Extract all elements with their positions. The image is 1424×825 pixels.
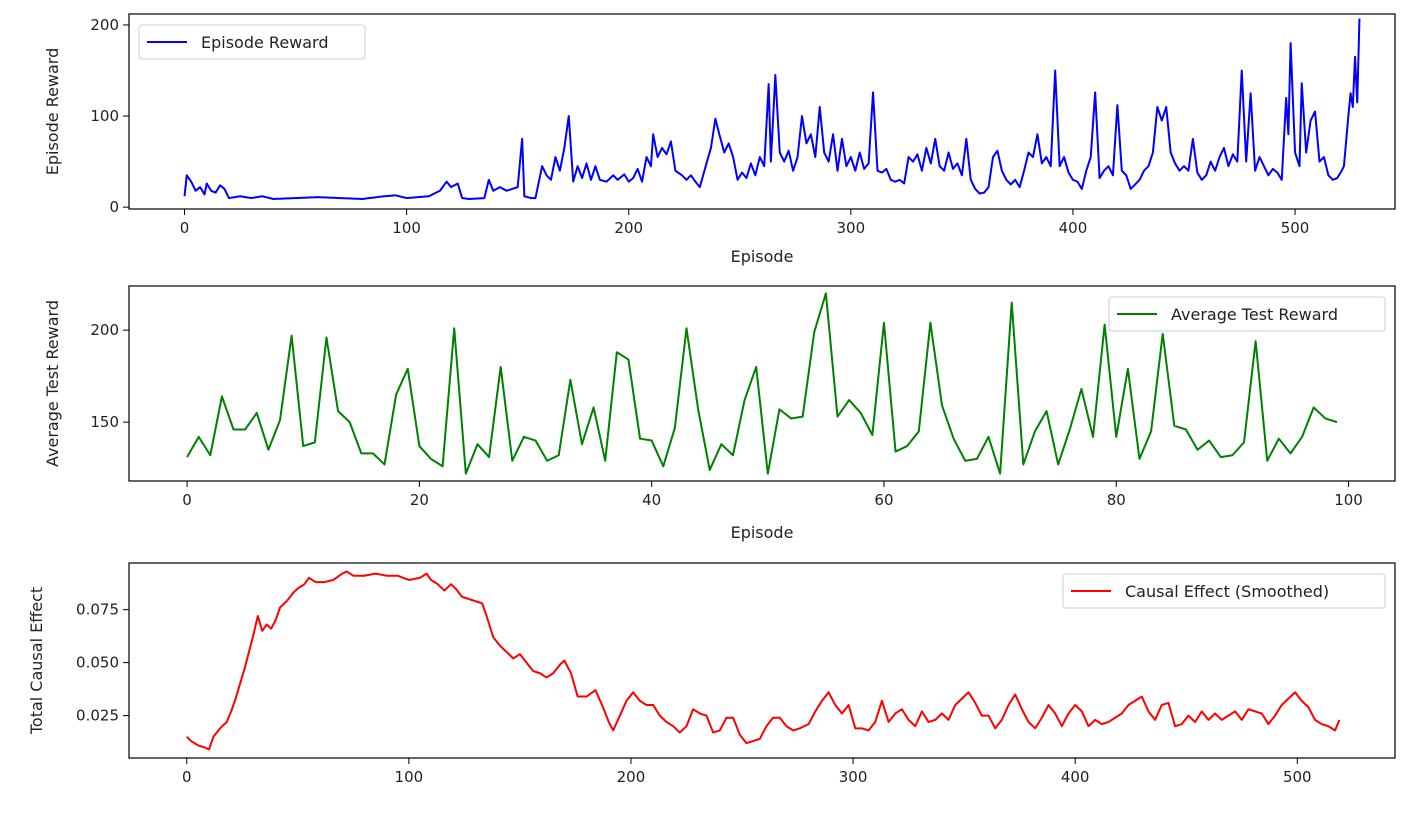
x-axis-label-episode-reward: Episode <box>731 247 794 266</box>
x-tick-label-episode-reward-0: 0 <box>180 219 190 237</box>
x-axis-average-test-reward: 0 20 40 60 80 100 <box>182 481 1363 509</box>
legend-average-test-reward: Average Test Reward <box>1108 296 1386 332</box>
legend-box-average-test-reward <box>1108 296 1386 332</box>
x-axis-label-average-test-reward: Episode <box>731 523 794 542</box>
x-tick-label-episode-reward-300: 300 <box>837 219 866 237</box>
legend-label-total-causal-effect: Causal Effect (Smoothed) <box>1125 582 1329 601</box>
legend-box-total-causal-effect <box>1062 573 1386 609</box>
y-axis-label-episode-reward: Episode Reward <box>43 48 62 176</box>
y-axis-label-average-test-reward: Average Test Reward <box>43 300 62 467</box>
chart-average-test-reward: 0 20 40 60 80 100 150 200 Episode Average Test… <box>43 285 1396 542</box>
legend-episode-reward: Episode Reward <box>138 24 366 60</box>
y-axis-episode-reward: 0 100 200 <box>90 16 129 216</box>
legend-total-causal-effect: Causal Effect (Smoothed) <box>1062 573 1386 609</box>
x-tick-label-average-test-reward-60: 60 <box>874 491 893 509</box>
y-axis-total-causal-effect: 0.025 0.050 0.075 <box>76 601 129 725</box>
series-line-episode-reward <box>183 18 1361 200</box>
y-tick-label-episode-reward-200: 200 <box>90 16 119 34</box>
x-tick-label-total-causal-effect-100: 100 <box>395 768 424 786</box>
y-tick-label-average-test-reward-200: 200 <box>90 321 119 339</box>
legend-label-average-test-reward: Average Test Reward <box>1171 305 1338 324</box>
series-line-average-test-reward <box>186 292 1338 475</box>
x-tick-label-average-test-reward-20: 20 <box>410 491 429 509</box>
x-tick-label-average-test-reward-80: 80 <box>1107 491 1126 509</box>
plot-frame-episode-reward <box>128 13 1396 210</box>
chart-total-causal-effect: 0 100 200 300 400 500 0.025 0.050 0.075 Total C… <box>27 562 1396 786</box>
x-tick-label-total-causal-effect-500: 500 <box>1283 768 1312 786</box>
x-axis-total-causal-effect: 0 100 200 300 400 500 <box>182 758 1312 786</box>
x-tick-label-total-causal-effect-300: 300 <box>839 768 868 786</box>
x-tick-label-average-test-reward-0: 0 <box>182 491 192 509</box>
plot-frame-total-causal-effect <box>128 562 1396 759</box>
y-tick-label-total-causal-effect-0.05: 0.050 <box>76 654 119 672</box>
x-tick-label-episode-reward-400: 400 <box>1059 219 1088 237</box>
y-tick-label-episode-reward-0: 0 <box>109 198 119 216</box>
y-axis-average-test-reward: 150 200 <box>90 321 129 431</box>
y-tick-label-episode-reward-100: 100 <box>90 107 119 125</box>
x-axis-episode-reward: 0 100 200 300 400 500 <box>180 209 1310 237</box>
x-tick-label-total-causal-effect-400: 400 <box>1061 768 1090 786</box>
y-tick-label-total-causal-effect-0.025: 0.025 <box>76 707 119 725</box>
x-tick-label-episode-reward-100: 100 <box>392 219 421 237</box>
legend-label-episode-reward: Episode Reward <box>201 33 329 52</box>
y-tick-label-total-causal-effect-0.075: 0.075 <box>76 601 119 619</box>
x-tick-label-average-test-reward-100: 100 <box>1334 491 1363 509</box>
x-tick-label-total-causal-effect-200: 200 <box>617 768 646 786</box>
x-tick-label-episode-reward-500: 500 <box>1281 219 1310 237</box>
x-tick-label-average-test-reward-40: 40 <box>642 491 661 509</box>
plot-frame-average-test-reward <box>128 285 1396 482</box>
y-axis-label-total-causal-effect: Total Causal Effect <box>27 587 46 735</box>
x-tick-label-total-causal-effect-0: 0 <box>182 768 192 786</box>
legend-box-episode-reward <box>138 24 366 60</box>
y-tick-label-average-test-reward-150: 150 <box>90 413 119 431</box>
chart-episode-reward: 0 100 200 300 400 500 0 100 200 Episode Episode… <box>43 13 1396 266</box>
series-line-causal-effect <box>186 570 1341 751</box>
x-tick-label-episode-reward-200: 200 <box>614 219 643 237</box>
